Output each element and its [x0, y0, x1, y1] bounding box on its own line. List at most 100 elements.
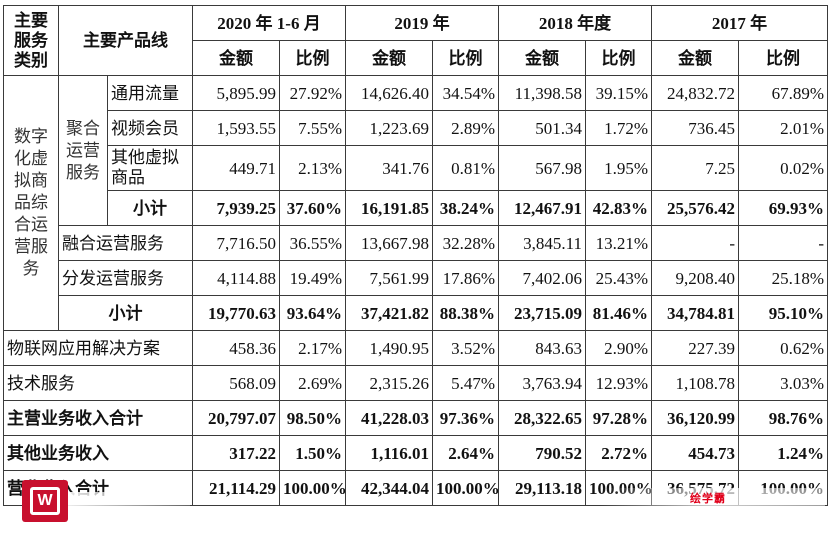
cell: 25.43%: [585, 260, 653, 296]
table-row: 物联网应用解决方案 458.36 2.17% 1,490.95 3.52% 84…: [3, 330, 829, 366]
header-product-line: 主要产品线: [58, 5, 193, 76]
cell: 12,467.91: [498, 190, 587, 226]
cell: 93.64%: [278, 295, 347, 331]
cell: 2.17%: [278, 330, 347, 366]
header-ratio: 比例: [738, 40, 829, 76]
cell: 20,797.07: [192, 400, 280, 436]
cell: 12.93%: [585, 365, 653, 401]
cell: 25,576.42: [651, 190, 740, 226]
cell: 2.72%: [585, 435, 653, 471]
row-label: 融合运营服务: [58, 225, 193, 261]
cell: 14,626.40: [345, 75, 434, 111]
cell: 24,832.72: [651, 75, 740, 111]
cell: 1,593.55: [192, 110, 280, 146]
row-label: 主营业务收入合计: [3, 400, 193, 436]
header-amount: 金额: [345, 40, 434, 76]
cell: 36.55%: [278, 225, 347, 261]
cell: 2.64%: [432, 435, 500, 471]
cell: 13.21%: [585, 225, 653, 261]
cell: 28,322.65: [498, 400, 587, 436]
row-label: 物联网应用解决方案: [3, 330, 193, 366]
header-period-2020h1: 2020 年 1-6 月: [191, 5, 347, 41]
row-label: 分发运营服务: [58, 260, 193, 296]
cell: 97.36%: [432, 400, 500, 436]
cell: 17.86%: [432, 260, 500, 296]
row-label: 其他业务收入: [3, 435, 193, 471]
header-period-2018: 2018 年度: [498, 5, 653, 41]
cell: 23,715.09: [498, 295, 587, 331]
cell: 100.00%: [432, 470, 500, 506]
cell: 2.69%: [278, 365, 347, 401]
cell: 98.50%: [278, 400, 347, 436]
cell: 2,315.26: [345, 365, 434, 401]
cell: 25.18%: [738, 260, 829, 296]
cell: 2.89%: [432, 110, 500, 146]
cell: 98.76%: [738, 400, 829, 436]
cell: 2.13%: [278, 145, 347, 191]
cell: 5.47%: [432, 365, 500, 401]
row-label: 小计: [107, 190, 193, 226]
header-ratio: 比例: [432, 40, 500, 76]
cell: 0.81%: [432, 145, 500, 191]
header-row-2: 金额 比例 金额 比例 金额 比例 金额 比例: [4, 40, 829, 76]
table-row: 融合运营服务 7,716.50 36.55% 13,667.98 32.28% …: [4, 225, 829, 261]
cell: 3,763.94: [498, 365, 587, 401]
cell: -: [651, 225, 740, 261]
revenue-table-container: 主要服务类别 主要产品线 2020 年 1-6 月 2019 年 2018 年度…: [3, 5, 829, 506]
cell: 11,398.58: [498, 75, 587, 111]
cell: 1.50%: [278, 435, 347, 471]
cell: 341.76: [345, 145, 434, 191]
cell: 29,113.18: [498, 470, 587, 506]
cell: 42.83%: [585, 190, 653, 226]
row-label: 视频会员: [107, 110, 193, 146]
cell: 843.63: [498, 330, 587, 366]
cell: 38.24%: [432, 190, 500, 226]
header-row-1: 主要服务类别 主要产品线 2020 年 1-6 月 2019 年 2018 年度…: [3, 5, 829, 76]
grand-total-row: 营业收入合计 21,114.29 100.00% 42,344.04 100.0…: [3, 470, 829, 506]
cell: 1.24%: [738, 435, 829, 471]
cell: 1,490.95: [345, 330, 434, 366]
watermark-logo-icon: W: [22, 480, 68, 522]
cell: 41,228.03: [345, 400, 434, 436]
cell: 1,116.01: [345, 435, 434, 471]
cell: 39.15%: [585, 75, 653, 111]
header-period-2019: 2019 年: [345, 5, 500, 41]
cell: 454.73: [651, 435, 740, 471]
header-ratio: 比例: [585, 40, 653, 76]
cell: 67.89%: [738, 75, 829, 111]
table-row: 分发运营服务 4,114.88 19.49% 7,561.99 17.86% 7…: [4, 260, 829, 296]
cell: 568.09: [192, 365, 280, 401]
revenue-table: 主要服务类别 主要产品线 2020 年 1-6 月 2019 年 2018 年度…: [3, 5, 829, 506]
watermark-text: 绘学霸: [690, 492, 726, 505]
cell: 2.01%: [738, 110, 829, 146]
cell: 69.93%: [738, 190, 829, 226]
cell: 4,114.88: [192, 260, 280, 296]
cell: 227.39: [651, 330, 740, 366]
header-category: 主要服务类别: [3, 5, 59, 76]
header-period-2017: 2017 年: [651, 5, 829, 41]
row-label: 小计: [58, 295, 193, 331]
header-amount: 金额: [498, 40, 587, 76]
cell: 1.95%: [585, 145, 653, 191]
cell: 19.49%: [278, 260, 347, 296]
cell: 790.52: [498, 435, 587, 471]
cell: 37,421.82: [345, 295, 434, 331]
cell: 9,208.40: [651, 260, 740, 296]
group-aggregate-ops: 聚合运营服务: [58, 75, 108, 226]
cell: 7,561.99: [345, 260, 434, 296]
cell: 34,784.81: [651, 295, 740, 331]
cell: 81.46%: [585, 295, 653, 331]
row-label: 技术服务: [3, 365, 193, 401]
cell: 3.03%: [738, 365, 829, 401]
total-row: 主营业务收入合计 20,797.07 98.50% 41,228.03 97.3…: [3, 400, 829, 436]
cell: 7.55%: [278, 110, 347, 146]
subtotal-row: 小计 7,939.25 37.60% 16,191.85 38.24% 12,4…: [4, 190, 829, 226]
logo-letter: W: [37, 492, 53, 509]
cell: 449.71: [192, 145, 280, 191]
cell: 2.90%: [585, 330, 653, 366]
cell: 19,770.63: [192, 295, 280, 331]
cell: 37.60%: [278, 190, 347, 226]
cell: 100.00%: [278, 470, 347, 506]
cell: 88.38%: [432, 295, 500, 331]
table-row: 技术服务 568.09 2.69% 2,315.26 5.47% 3,763.9…: [3, 365, 829, 401]
